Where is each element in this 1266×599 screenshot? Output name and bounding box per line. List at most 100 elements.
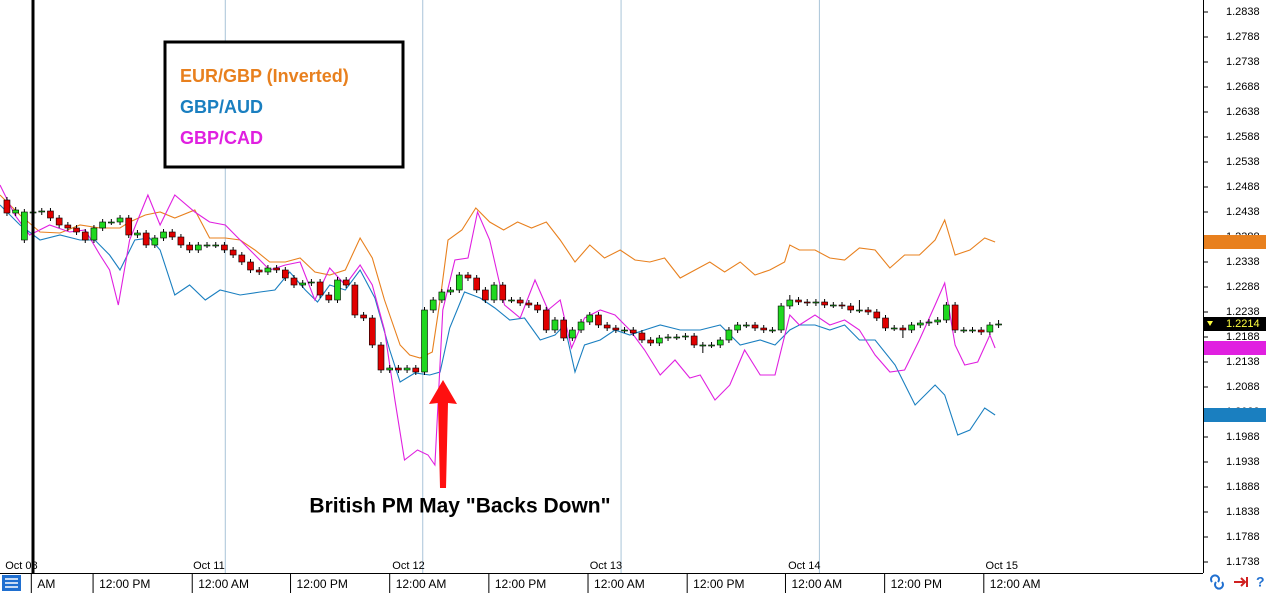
- candle-body: [542, 309, 550, 331]
- candle-body: [99, 221, 106, 229]
- candle-body: [342, 279, 350, 286]
- candle-body: [534, 304, 541, 311]
- candle-body: [412, 367, 420, 373]
- y-tick-label: 1.2188: [1226, 331, 1260, 343]
- candle-body: [777, 305, 785, 331]
- y-tick-label: 1.2288: [1226, 281, 1260, 293]
- candle-body: [38, 210, 46, 213]
- candle-body: [81, 231, 89, 241]
- candle-body: [360, 314, 367, 319]
- candle-body: [160, 231, 167, 239]
- candle-body: [890, 327, 898, 330]
- candle-body: [125, 217, 133, 236]
- scroll-end-icon[interactable]: [1234, 577, 1248, 587]
- x-tick-label: 12:00 AM: [396, 577, 447, 591]
- current-price-pointer: [1207, 321, 1213, 326]
- x-axis: AM 12:00 PM 12:00 AM 12:00 PM 12:00 AM 12:00 …: [5, 560, 1041, 593]
- y-axis-panel: [1203, 0, 1266, 573]
- candle-body: [612, 327, 620, 331]
- candle-body: [325, 294, 333, 301]
- candle-body: [986, 324, 994, 333]
- candle-body: [455, 274, 463, 291]
- candle-body: [351, 284, 359, 316]
- candle-body: [377, 344, 385, 371]
- x-tick-label: 12:00 AM: [594, 577, 645, 591]
- overlay-line: [0, 194, 996, 359]
- date-label: Oct 08: [5, 560, 37, 572]
- legend-label: EUR/GBP (Inverted): [180, 66, 349, 86]
- y-tick-label: 1.2688: [1226, 81, 1260, 93]
- candle-body: [951, 304, 959, 331]
- x-tick-label: 12:00 PM: [495, 577, 546, 591]
- current-price-label: 1.2214: [1226, 318, 1260, 330]
- candle-body: [316, 281, 324, 296]
- last-value-marker: [1204, 235, 1266, 249]
- candle-body: [12, 209, 19, 214]
- y-tick-label: 1.1888: [1226, 481, 1260, 493]
- candle-body: [943, 304, 950, 321]
- x-tick-label: 12:00 PM: [297, 577, 348, 591]
- candle-body: [464, 274, 472, 279]
- overlay-line: [0, 204, 996, 436]
- candle-body: [751, 324, 759, 329]
- y-tick-label: 1.1738: [1226, 556, 1260, 568]
- candle-body: [395, 367, 402, 371]
- candle-body: [995, 323, 1002, 326]
- y-tick-label: 1.2738: [1226, 56, 1260, 68]
- candle-body: [195, 244, 202, 251]
- candle-body: [725, 329, 733, 341]
- candle-body: [743, 324, 750, 327]
- candle-body: [621, 329, 628, 332]
- y-tick-label: 1.1838: [1226, 506, 1260, 518]
- candle-body: [55, 217, 63, 226]
- candle-body: [186, 244, 193, 251]
- candle-body: [73, 227, 80, 233]
- candle-body: [134, 232, 141, 236]
- y-tick-label: 1.2838: [1226, 6, 1260, 18]
- candle-body: [803, 301, 811, 304]
- legend: EUR/GBP (Inverted) GBP/AUD GBP/CAD: [180, 66, 349, 148]
- candle-body: [238, 254, 246, 263]
- candle-body: [168, 231, 176, 238]
- candle-body: [516, 299, 524, 304]
- legend-box: [163, 40, 405, 169]
- candle-body: [212, 244, 220, 247]
- x-tick-label: AM: [37, 577, 55, 591]
- y-tick-label: 1.2488: [1226, 181, 1260, 193]
- candle-body: [795, 299, 802, 303]
- candle-body: [847, 305, 855, 311]
- last-value-marker: [1204, 341, 1266, 355]
- candle-body: [873, 311, 881, 319]
- date-label: Oct 13: [590, 560, 622, 572]
- candle-body: [647, 339, 654, 344]
- candle-body: [812, 301, 820, 304]
- candle-body: [308, 281, 315, 284]
- candle-body: [786, 299, 794, 307]
- x-tick-label: 12:00 AM: [791, 577, 842, 591]
- candle-body: [760, 327, 768, 331]
- help-icon[interactable]: ?: [1256, 574, 1265, 590]
- candle-body: [403, 367, 411, 371]
- candle-body: [656, 337, 663, 344]
- candle-body: [882, 317, 889, 329]
- candle-body: [682, 335, 689, 338]
- candle-body: [282, 269, 289, 279]
- link-icon[interactable]: [1210, 574, 1224, 590]
- candle-body: [116, 217, 124, 223]
- y-tick-label: 1.2538: [1226, 156, 1260, 168]
- current-price-box: [1204, 317, 1266, 331]
- overlay-line: [0, 184, 996, 467]
- x-tick-label: 12:00 AM: [198, 577, 249, 591]
- x-tick-label: 12:00 PM: [891, 577, 942, 591]
- x-tick-label: 12:00 AM: [990, 577, 1041, 591]
- candle-body: [629, 329, 637, 334]
- date-label: Oct 11: [193, 560, 225, 572]
- candle-body: [638, 332, 646, 341]
- x-axis-panel: [0, 573, 1266, 599]
- annotation-arrow: [429, 380, 457, 488]
- candle-body: [386, 367, 393, 371]
- candle-body: [690, 335, 698, 346]
- candle-body: [177, 236, 185, 246]
- candle-body: [699, 344, 707, 347]
